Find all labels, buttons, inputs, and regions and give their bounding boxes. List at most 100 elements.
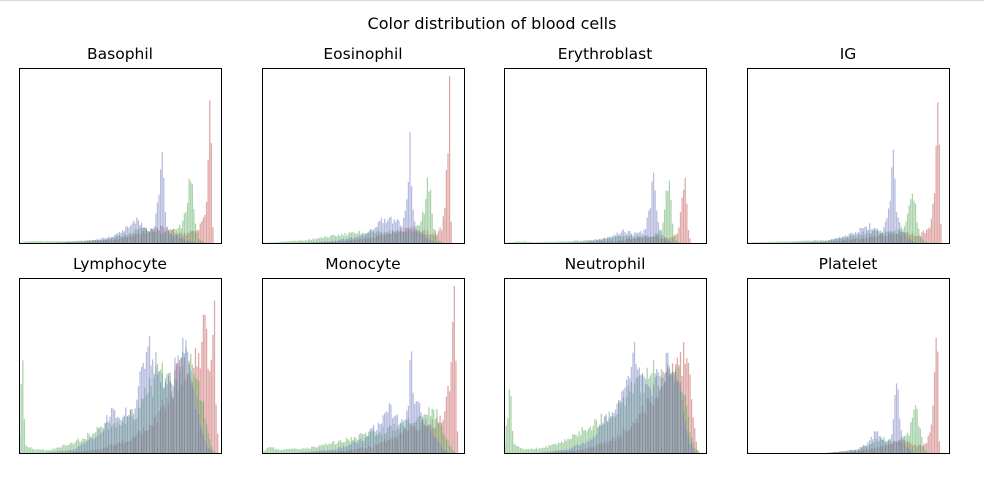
histogram-bar [668,180,671,243]
histogram-bar [198,238,200,243]
histogram-bar [364,233,367,243]
histogram-bar [28,447,30,453]
histogram-bar [591,439,593,453]
histogram-bar [171,383,173,453]
histogram-bar [546,241,549,243]
histogram-bar [172,228,174,243]
histogram-bar [349,444,351,453]
histogram-bar [561,241,563,243]
histogram-bar [619,404,621,453]
histogram-bar [524,449,526,453]
histogram-bar [770,241,773,243]
histogram-bar [96,238,98,243]
histogram-bar [412,209,414,243]
histogram-bar [510,242,512,243]
histogram-bar [654,377,656,453]
histogram-bar [924,443,926,453]
histogram-bar [815,241,817,243]
histogram-bar [914,203,917,243]
histogram-bar [204,440,206,453]
histogram-bar [654,190,656,243]
histogram-bar [926,451,928,453]
histogram-bar [210,450,212,453]
histogram-bar [549,241,552,243]
histogram-bar [864,445,866,453]
histogram-bar [548,444,550,453]
histogram-bar [929,432,931,453]
histogram-bar [311,446,313,453]
histogram-bar [69,242,71,243]
histogram-bar [437,423,440,453]
histogram-bar [594,437,596,453]
histogram-bar [854,449,856,453]
histogram-bar [813,241,815,243]
histogram-bar [163,388,165,453]
histogram-bar [573,446,575,453]
histogram-bar [437,231,440,243]
histogram-bar [924,449,926,453]
histogram-bar [385,411,387,453]
histogram-bar [202,241,205,243]
histogram-bar [530,241,533,243]
histogram-bar [876,431,879,453]
histogram-bar [816,240,818,243]
histogram-bar [166,384,168,453]
histogram-bar [87,241,89,243]
histogram-bar [426,426,429,453]
histogram-bar [325,443,327,453]
histogram-bar [842,236,844,243]
histogram-bar [794,242,796,243]
histogram-bar [191,184,193,243]
histogram-bar [199,425,201,453]
histogram-bar [689,374,691,453]
histogram-bar [862,228,864,243]
histogram-bar [93,438,95,453]
histogram-bar [202,401,205,453]
histogram-bar [328,241,330,243]
histogram-bar [581,240,583,243]
histogram-bar [538,448,541,453]
histogram-bar [118,418,121,453]
histogram-bar [894,178,896,243]
histogram-bar [581,443,583,453]
histogram-bar [417,230,419,243]
histogram-bar [673,234,675,243]
histogram-bar [145,228,148,243]
histogram-bar [207,159,209,243]
histogram-bar [282,241,284,243]
histogram-bar [420,412,422,453]
histogram-bar [42,241,45,243]
histogram-bar [559,241,561,243]
histogram-bar [827,240,830,243]
histogram-bar [180,238,182,243]
histogram-bar [268,447,270,453]
histogram-bar [777,241,779,243]
histogram-bar [641,233,644,243]
histogram-bar [177,236,179,243]
histogram-bar [188,178,190,243]
histogram-bar [648,386,650,453]
histogram-bar [439,422,441,453]
histogram-bar [632,235,634,243]
histogram-bar [341,239,343,243]
histogram-bar [645,379,647,453]
histogram-bar [580,445,582,453]
histogram-bar [311,242,313,243]
histogram-series [826,383,915,453]
histogram-bar [306,242,308,243]
histogram-bar [878,436,880,453]
histogram-bar [568,439,571,453]
histogram-bar [587,428,590,453]
histogram-bar [102,238,105,243]
histogram-bar [557,442,560,453]
histogram-bar [339,446,341,453]
histogram-bar [687,436,690,453]
histogram-bar [937,351,939,453]
histogram-bar [190,181,192,243]
histogram-bar [91,438,94,453]
histogram-bar [791,241,793,243]
histogram-bar [660,235,663,243]
histogram-bar [155,352,157,453]
histogram-bar [126,415,128,453]
histogram-bar [796,241,798,243]
